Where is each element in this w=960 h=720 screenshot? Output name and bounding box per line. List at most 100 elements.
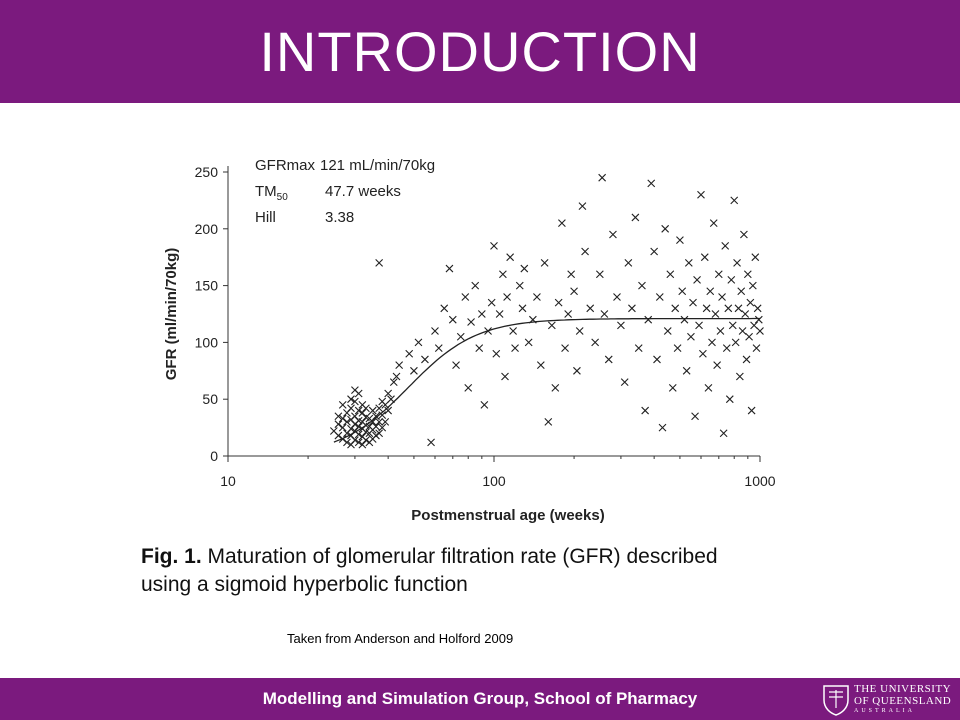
model-annotation-value: 3.38 <box>325 209 354 226</box>
data-point <box>598 173 607 182</box>
data-point <box>752 344 761 352</box>
y-tick-label: 0 <box>210 448 218 464</box>
data-point <box>338 423 347 432</box>
data-point <box>693 276 701 284</box>
data-point <box>725 395 734 404</box>
data-point <box>464 383 473 392</box>
model-annotation-value: 47.7 weeks <box>325 183 401 200</box>
data-point <box>354 430 363 439</box>
data-point <box>334 412 343 421</box>
data-point <box>748 281 757 290</box>
data-point <box>358 408 367 417</box>
data-point <box>362 404 370 413</box>
data-point <box>368 418 377 426</box>
data-point <box>689 298 697 307</box>
data-point <box>384 406 393 415</box>
data-point <box>702 304 711 313</box>
data-point <box>731 338 740 347</box>
data-point <box>680 315 689 324</box>
data-point <box>452 361 460 370</box>
data-point <box>334 431 343 440</box>
data-point <box>372 412 380 421</box>
data-point <box>351 436 359 444</box>
figure-caption: Fig. 1. Maturation of glomerular filtrat… <box>141 543 821 599</box>
data-point <box>751 253 760 262</box>
data-point <box>524 338 533 347</box>
data-point <box>575 327 584 335</box>
model-annotation-label: GFRmax <box>255 157 316 174</box>
data-point <box>747 406 756 415</box>
data-point <box>650 247 659 256</box>
data-point <box>740 230 748 239</box>
data-point <box>354 438 363 447</box>
data-point <box>338 435 347 443</box>
data-point <box>354 422 363 431</box>
data-point <box>668 383 677 392</box>
data-point <box>704 383 713 392</box>
data-point <box>684 258 693 267</box>
logo-line-3: AUSTRALIA <box>854 708 915 714</box>
data-point <box>495 310 504 318</box>
data-point <box>392 372 401 381</box>
data-point <box>518 304 527 313</box>
fitted-sigmoid-curve <box>333 317 760 443</box>
logo-line-2: OF QUEENSLAND <box>854 695 952 707</box>
data-point <box>700 253 709 262</box>
data-point <box>609 230 617 239</box>
y-tick-label: 50 <box>202 391 218 407</box>
x-axis-label: Postmenstrual age (weeks) <box>411 507 604 524</box>
logo-line-1: THE UNIVERSITY <box>854 683 952 695</box>
data-point <box>663 327 672 335</box>
data-point <box>547 321 556 330</box>
data-point <box>351 386 359 395</box>
data-point <box>716 327 725 335</box>
data-point <box>378 423 387 432</box>
y-tick-label: 250 <box>195 164 219 180</box>
data-point <box>671 304 680 313</box>
data-point <box>487 298 496 307</box>
data-point <box>528 315 537 324</box>
data-point <box>624 258 633 267</box>
data-point <box>362 436 370 444</box>
data-point <box>644 315 653 324</box>
data-point <box>753 304 762 313</box>
data-point <box>506 253 515 262</box>
data-point <box>573 366 581 375</box>
university-crest-icon <box>823 685 849 716</box>
footer-text: Modelling and Simulation Group, School o… <box>262 689 698 708</box>
data-point <box>338 414 347 423</box>
data-point <box>595 270 604 279</box>
data-point <box>699 349 707 358</box>
data-point <box>440 304 449 313</box>
data-point <box>709 219 718 228</box>
data-point <box>586 304 595 313</box>
data-point <box>421 355 429 364</box>
data-point <box>628 304 636 313</box>
data-point <box>666 270 675 279</box>
y-tick-label: 150 <box>195 278 219 294</box>
data-point <box>477 310 486 318</box>
data-point <box>490 241 498 250</box>
data-point <box>631 213 640 222</box>
data-point <box>653 355 661 364</box>
data-point <box>414 338 423 347</box>
data-point <box>471 281 480 290</box>
data-point <box>378 411 387 419</box>
data-point <box>581 247 589 256</box>
data-point <box>728 321 737 330</box>
data-point <box>461 293 470 301</box>
data-point <box>561 344 569 352</box>
data-point <box>347 395 355 404</box>
data-point <box>368 406 377 415</box>
data-point <box>714 270 723 279</box>
data-point <box>661 224 670 233</box>
data-point <box>544 418 553 426</box>
data-point <box>678 287 687 296</box>
data-point <box>742 355 751 364</box>
data-point <box>617 321 625 330</box>
data-point <box>351 397 359 406</box>
caption-line1: Maturation of glomerular filtration rate… <box>207 545 718 568</box>
data-point <box>647 179 656 188</box>
data-point <box>384 389 393 398</box>
footer-bar: Modelling and Simulation Group, School o… <box>0 678 960 720</box>
